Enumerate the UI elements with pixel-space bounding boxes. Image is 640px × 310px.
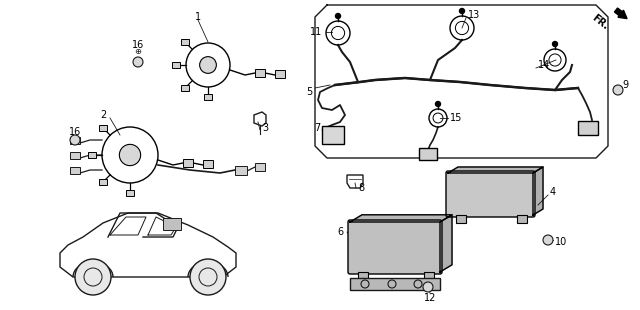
Bar — [70, 152, 80, 159]
Circle shape — [435, 101, 440, 107]
Text: 10: 10 — [555, 237, 567, 247]
Circle shape — [70, 135, 80, 145]
Bar — [172, 62, 180, 68]
Circle shape — [200, 57, 216, 73]
Bar — [350, 278, 440, 290]
Text: 15: 15 — [450, 113, 462, 123]
Bar — [456, 215, 466, 223]
Polygon shape — [533, 167, 543, 215]
Bar — [203, 160, 213, 168]
Polygon shape — [440, 215, 452, 272]
Bar — [99, 179, 107, 185]
FancyBboxPatch shape — [348, 220, 442, 274]
Text: 5: 5 — [306, 87, 312, 97]
Bar — [88, 152, 96, 158]
Text: FR.: FR. — [590, 12, 610, 32]
Bar — [70, 167, 80, 174]
Text: 1: 1 — [195, 12, 201, 22]
Bar — [424, 272, 434, 280]
Bar — [358, 272, 368, 280]
Circle shape — [423, 282, 433, 292]
Text: 16: 16 — [132, 40, 144, 50]
Bar — [255, 163, 265, 171]
Text: 8: 8 — [358, 183, 364, 193]
Circle shape — [133, 57, 143, 67]
Circle shape — [552, 42, 557, 46]
Bar — [322, 126, 344, 144]
FancyBboxPatch shape — [446, 171, 535, 217]
Circle shape — [613, 85, 623, 95]
Bar — [99, 125, 107, 131]
Bar — [578, 121, 598, 135]
Polygon shape — [448, 167, 543, 173]
Text: 2: 2 — [100, 110, 106, 120]
Circle shape — [460, 8, 465, 14]
Text: 14: 14 — [538, 60, 550, 70]
Bar — [163, 218, 181, 230]
Circle shape — [75, 259, 111, 295]
Bar — [183, 159, 193, 167]
Circle shape — [543, 235, 553, 245]
Text: 16: 16 — [69, 127, 81, 137]
Bar — [181, 85, 189, 91]
Text: 13: 13 — [468, 10, 480, 20]
Bar — [275, 70, 285, 78]
Bar — [126, 190, 134, 196]
Text: 6: 6 — [338, 227, 344, 237]
Text: ⊕: ⊕ — [134, 47, 141, 56]
FancyArrow shape — [614, 8, 627, 19]
Circle shape — [190, 259, 226, 295]
Circle shape — [335, 14, 340, 19]
Text: 4: 4 — [550, 187, 556, 197]
Text: 12: 12 — [424, 293, 436, 303]
Bar — [204, 94, 212, 100]
Bar — [255, 69, 265, 77]
Bar — [70, 137, 80, 144]
Bar — [419, 148, 437, 160]
Text: 9: 9 — [622, 80, 628, 90]
Circle shape — [119, 144, 141, 166]
Bar — [181, 39, 189, 45]
Bar — [517, 215, 527, 223]
Text: 7: 7 — [314, 123, 320, 133]
Polygon shape — [350, 215, 452, 222]
Text: 11: 11 — [310, 27, 322, 37]
Bar — [235, 166, 247, 175]
Text: 3: 3 — [262, 123, 268, 133]
